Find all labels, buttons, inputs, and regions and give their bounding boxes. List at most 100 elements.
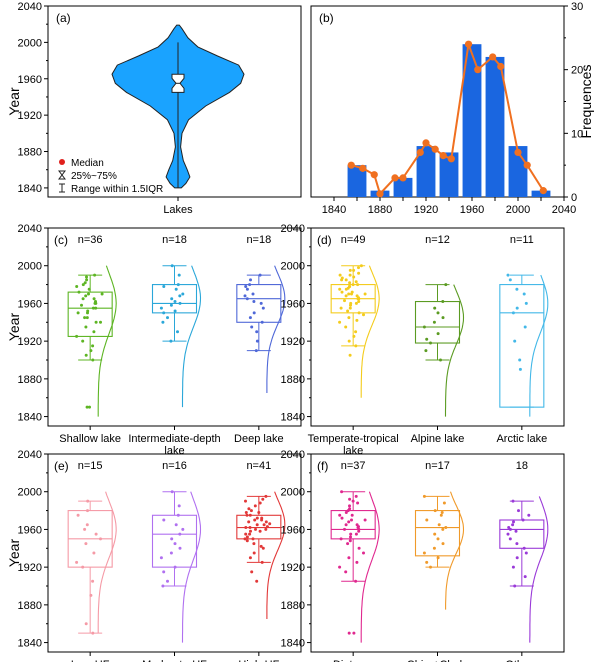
data-point (354, 579, 358, 583)
data-point (429, 341, 432, 345)
data-point (245, 287, 249, 291)
frequency-point (391, 174, 399, 182)
x-category-label: Temperate-tropical (308, 433, 399, 445)
data-point (92, 330, 96, 334)
y-tick-label: 0 (571, 192, 577, 204)
data-point (350, 513, 354, 517)
data-point (94, 306, 98, 310)
y-tick-label: 1880 (281, 600, 305, 612)
density-curve (97, 265, 117, 417)
data-point (354, 344, 358, 348)
data-point (442, 501, 446, 505)
data-point (357, 271, 361, 275)
box-group: n=16 Moderate-HF (142, 460, 207, 662)
data-point (350, 518, 353, 522)
data-point (260, 560, 264, 564)
data-point (422, 325, 426, 329)
data-point (523, 575, 527, 579)
box-group: 18 Others (499, 460, 549, 662)
data-point (247, 507, 251, 511)
panel-f: 184018801920196020002040(f)n=37Diatomsn=… (281, 449, 565, 662)
density-curve (97, 491, 117, 634)
data-point (344, 570, 348, 574)
data-point (253, 518, 257, 522)
data-point (422, 551, 426, 555)
data-point (344, 325, 348, 329)
data-point (159, 556, 163, 560)
n-count-label: n=15 (78, 460, 103, 472)
data-point (338, 287, 342, 291)
data-point (257, 511, 261, 514)
y-tick-label: 1880 (18, 600, 42, 612)
x-category-label: Low-HF (71, 659, 110, 662)
panel-a: 1840 1880 1920 1960 2000 2040 Year (a) Median 25%… (6, 1, 302, 216)
y-tick-label: 2000 (18, 487, 42, 499)
histogram-bar (416, 146, 436, 197)
data-point (511, 499, 515, 503)
data-point (252, 551, 256, 555)
data-point (340, 490, 344, 494)
data-point (93, 273, 97, 277)
data-point (91, 344, 95, 348)
data-point (363, 292, 367, 296)
data-point (347, 339, 351, 343)
frequency-point (439, 152, 447, 160)
data-point (357, 300, 361, 303)
data-point (254, 349, 258, 353)
data-point (264, 527, 268, 531)
data-point (439, 358, 442, 362)
data-point (429, 565, 432, 569)
frequency-point (399, 174, 407, 182)
data-point (436, 332, 440, 336)
frequency-point (497, 62, 505, 71)
data-point (523, 325, 527, 329)
data-point (354, 280, 358, 284)
data-point (244, 285, 248, 288)
data-point (344, 511, 348, 514)
x-tick-label: 2040 (552, 204, 576, 216)
data-point (244, 532, 248, 536)
box-iqr (151, 284, 198, 314)
data-point (351, 499, 355, 503)
data-point (174, 523, 178, 527)
data-point (255, 579, 259, 583)
data-point (511, 523, 515, 527)
data-point (176, 513, 180, 517)
y-tick-label: 2000 (281, 261, 305, 273)
box-group: n=11 Arctic lake (496, 234, 549, 445)
data-point (177, 273, 181, 277)
legend-median-label: Median (71, 158, 104, 169)
data-point (84, 353, 88, 357)
data-point (166, 579, 169, 583)
data-point (255, 339, 259, 343)
data-point (346, 542, 350, 546)
x-category-label: Shallow lake (59, 433, 121, 445)
data-point (91, 631, 95, 635)
data-point (338, 320, 342, 324)
data-point (245, 539, 249, 543)
y-tick-label: 1960 (281, 524, 305, 536)
data-point (437, 523, 441, 527)
data-point (85, 275, 88, 279)
legend-iqr-marker (58, 170, 66, 180)
data-point (347, 316, 351, 320)
box-group: n=12 Alpine lake (411, 234, 465, 445)
data-point (259, 544, 263, 548)
y-tick-label: 1920 (281, 336, 305, 348)
data-point (355, 294, 359, 298)
data-point (245, 297, 249, 301)
data-point (444, 283, 448, 287)
box-iqr (499, 284, 545, 408)
data-point (259, 301, 263, 305)
data-point (85, 405, 89, 409)
data-point (178, 301, 182, 305)
n-count-label: n=37 (341, 460, 366, 472)
legend-median-marker (59, 159, 65, 165)
data-point (338, 565, 342, 569)
density-curve (266, 491, 286, 619)
data-point (248, 316, 252, 320)
data-point (344, 278, 348, 282)
box-group: n=17 Chiro+Clado (407, 460, 468, 662)
data-point (347, 520, 351, 524)
